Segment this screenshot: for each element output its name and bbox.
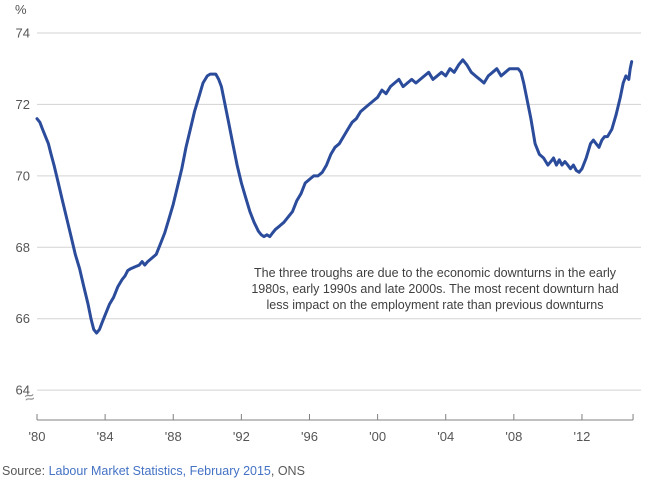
employment-rate-line: [35, 58, 634, 335]
employment-rate-chart: 64 66 68 70 72 74 '80 '84 '88 '92 '96 '00 '04 '08 '12: [16, 26, 641, 444]
y-tick-label: 70: [16, 168, 30, 183]
y-tick-label: 74: [16, 26, 30, 41]
y-tick-label: 66: [16, 311, 30, 326]
x-tick-label: '04: [437, 429, 454, 444]
y-tick-label: 72: [16, 97, 30, 112]
x-tick-label: '08: [505, 429, 522, 444]
x-tick-label: '84: [97, 429, 114, 444]
y-tick-label: 64: [16, 383, 30, 398]
x-tick-label: '12: [573, 429, 590, 444]
chart-annotation: The three troughs are due to the economi…: [251, 266, 619, 312]
source-suffix: , ONS: [270, 464, 305, 478]
x-tick-label: '92: [233, 429, 250, 444]
x-tick-label: '80: [29, 429, 46, 444]
x-tick-label: '88: [165, 429, 182, 444]
y-axis-unit-label: %: [15, 2, 27, 17]
source-link[interactable]: Labour Market Statistics, February 2015: [48, 464, 271, 478]
source-line: Source: Labour Market Statistics, Februa…: [2, 464, 305, 478]
x-tick-label: '00: [369, 429, 386, 444]
source-label: Source:: [2, 464, 49, 478]
x-tick-label: '96: [301, 429, 318, 444]
y-tick-label: 68: [16, 240, 30, 255]
